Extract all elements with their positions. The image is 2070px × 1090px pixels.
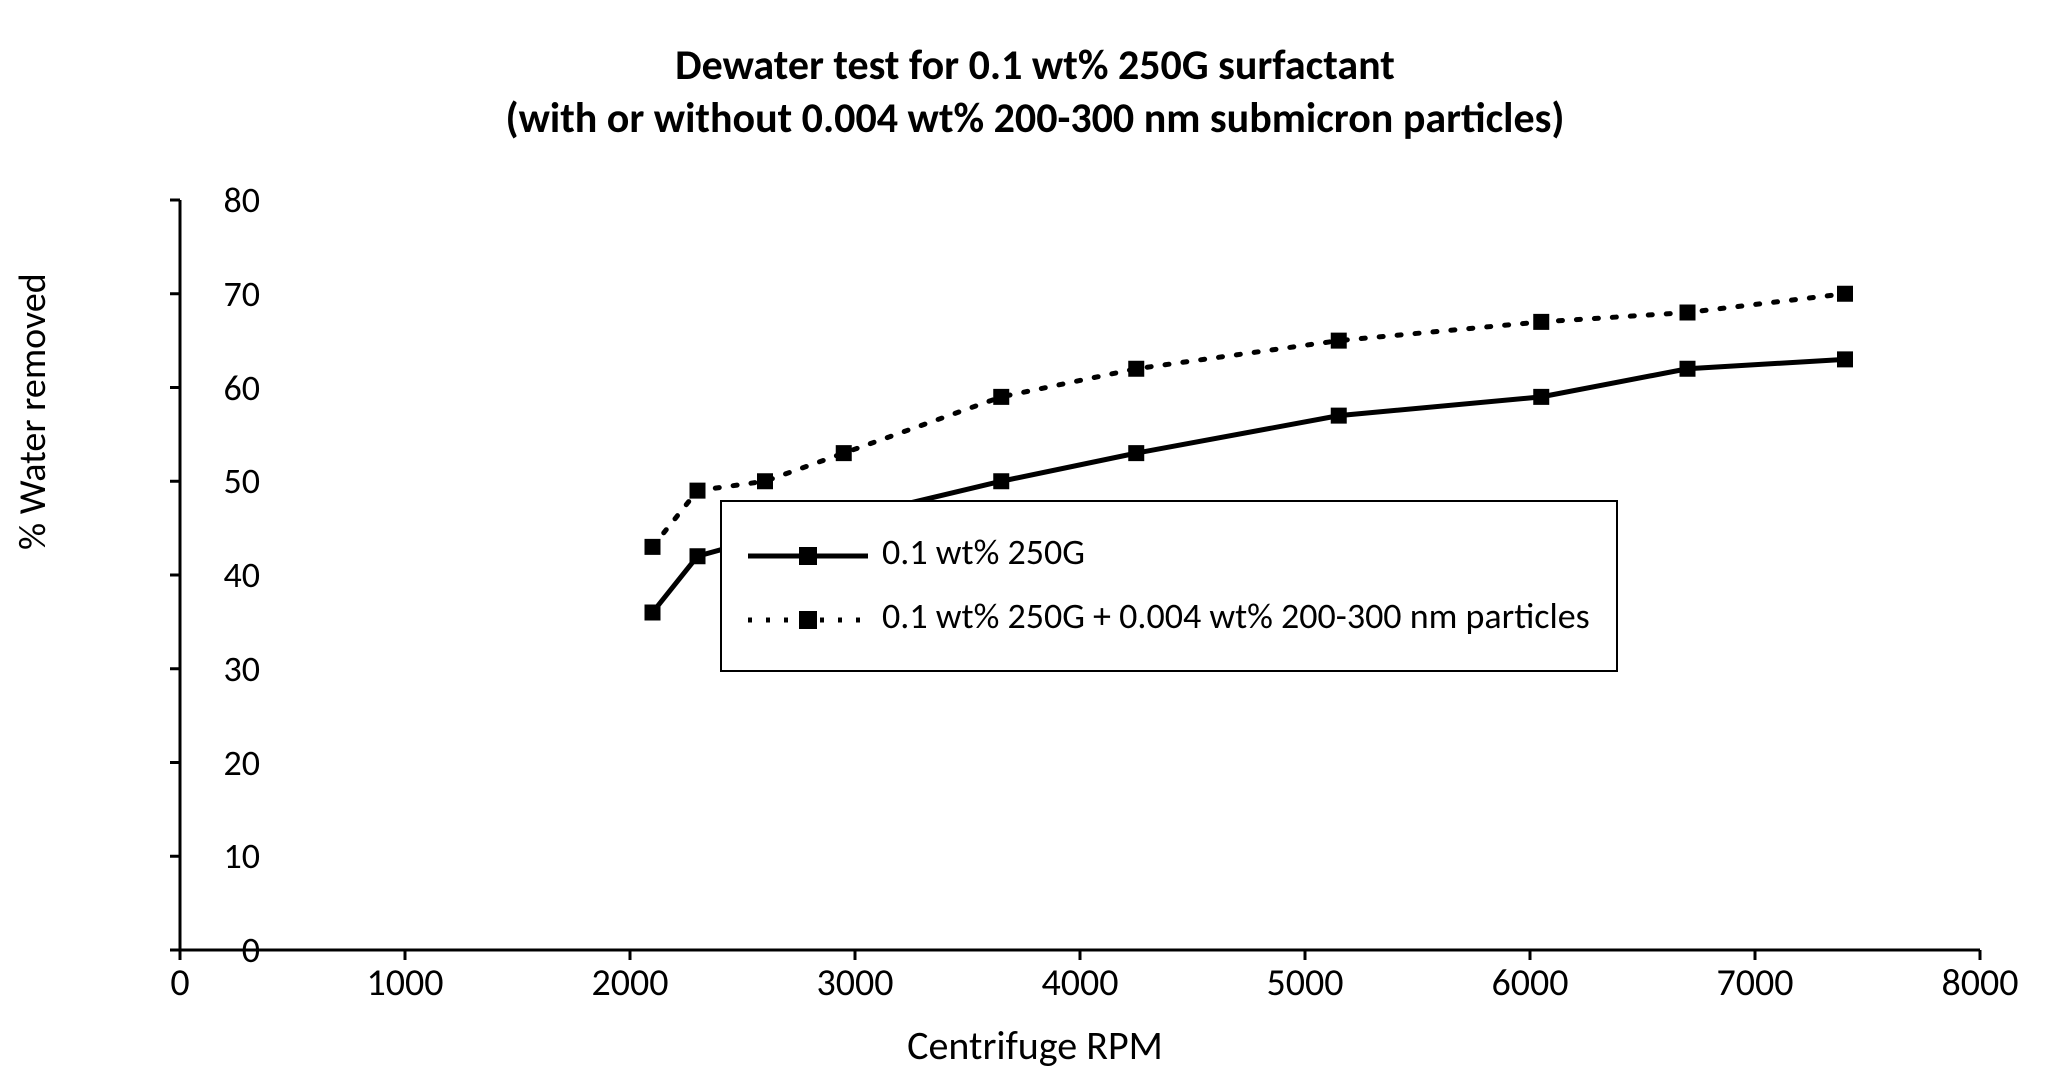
y-tick-label: 30	[180, 647, 260, 691]
x-tick-label: 7000	[1695, 960, 1815, 1006]
y-axis-label: % Water removed	[10, 273, 56, 550]
series-marker-s2	[836, 445, 852, 461]
series-marker-s2	[645, 539, 661, 555]
y-tick-label: 20	[180, 741, 260, 785]
series-marker-s2	[757, 473, 773, 489]
series-marker-s1	[1533, 389, 1549, 405]
legend-swatch-s1	[748, 537, 868, 567]
legend-label-s1: 0.1 wt% 250G	[882, 530, 1085, 574]
x-tick-label: 1000	[345, 960, 465, 1006]
chart-container: Dewater test for 0.1 wt% 250G surfactant…	[0, 0, 2070, 1090]
series-marker-s2	[1680, 305, 1696, 321]
y-tick-label: 10	[180, 834, 260, 878]
legend-item-s2: 0.1 wt% 250G + 0.004 wt% 200-300 nm part…	[748, 584, 1590, 648]
series-marker-s2	[1331, 333, 1347, 349]
x-tick-label: 6000	[1470, 960, 1590, 1006]
chart-title: Dewater test for 0.1 wt% 250G surfactant…	[0, 40, 2070, 145]
series-marker-s1	[1680, 361, 1696, 377]
series-marker-s1	[1837, 351, 1853, 367]
legend-swatch-s2	[748, 601, 868, 631]
chart-title-line1: Dewater test for 0.1 wt% 250G surfactant	[675, 40, 1395, 91]
x-tick-label: 5000	[1245, 960, 1365, 1006]
y-tick-label: 70	[180, 272, 260, 316]
legend-label-s2: 0.1 wt% 250G + 0.004 wt% 200-300 nm part…	[882, 594, 1590, 638]
chart-title-line2: (with or without 0.004 wt% 200-300 nm su…	[506, 93, 1565, 144]
series-marker-s1	[690, 548, 706, 564]
x-tick-label: 3000	[795, 960, 915, 1006]
series-marker-s1	[993, 473, 1009, 489]
series-marker-s1	[1128, 445, 1144, 461]
series-marker-s2	[690, 483, 706, 499]
series-marker-s2	[1128, 361, 1144, 377]
x-tick-label: 2000	[570, 960, 690, 1006]
series-marker-s2	[1837, 286, 1853, 302]
y-tick-label: 50	[180, 459, 260, 503]
y-tick-label: 40	[180, 553, 260, 597]
series-marker-s1	[645, 605, 661, 621]
x-axis-label: Centrifuge RPM	[0, 1021, 2070, 1070]
x-tick-label: 8000	[1920, 960, 2040, 1006]
y-tick-label: 80	[180, 178, 260, 222]
y-tick-label: 60	[180, 366, 260, 410]
series-marker-s1	[1331, 408, 1347, 424]
series-marker-s2	[1533, 314, 1549, 330]
x-tick-label: 4000	[1020, 960, 1140, 1006]
series-marker-s2	[993, 389, 1009, 405]
legend-item-s1: 0.1 wt% 250G	[748, 520, 1590, 584]
legend: 0.1 wt% 250G 0.1 wt% 250G + 0.004 wt% 200…	[720, 500, 1618, 672]
x-tick-label: 0	[120, 960, 240, 1006]
